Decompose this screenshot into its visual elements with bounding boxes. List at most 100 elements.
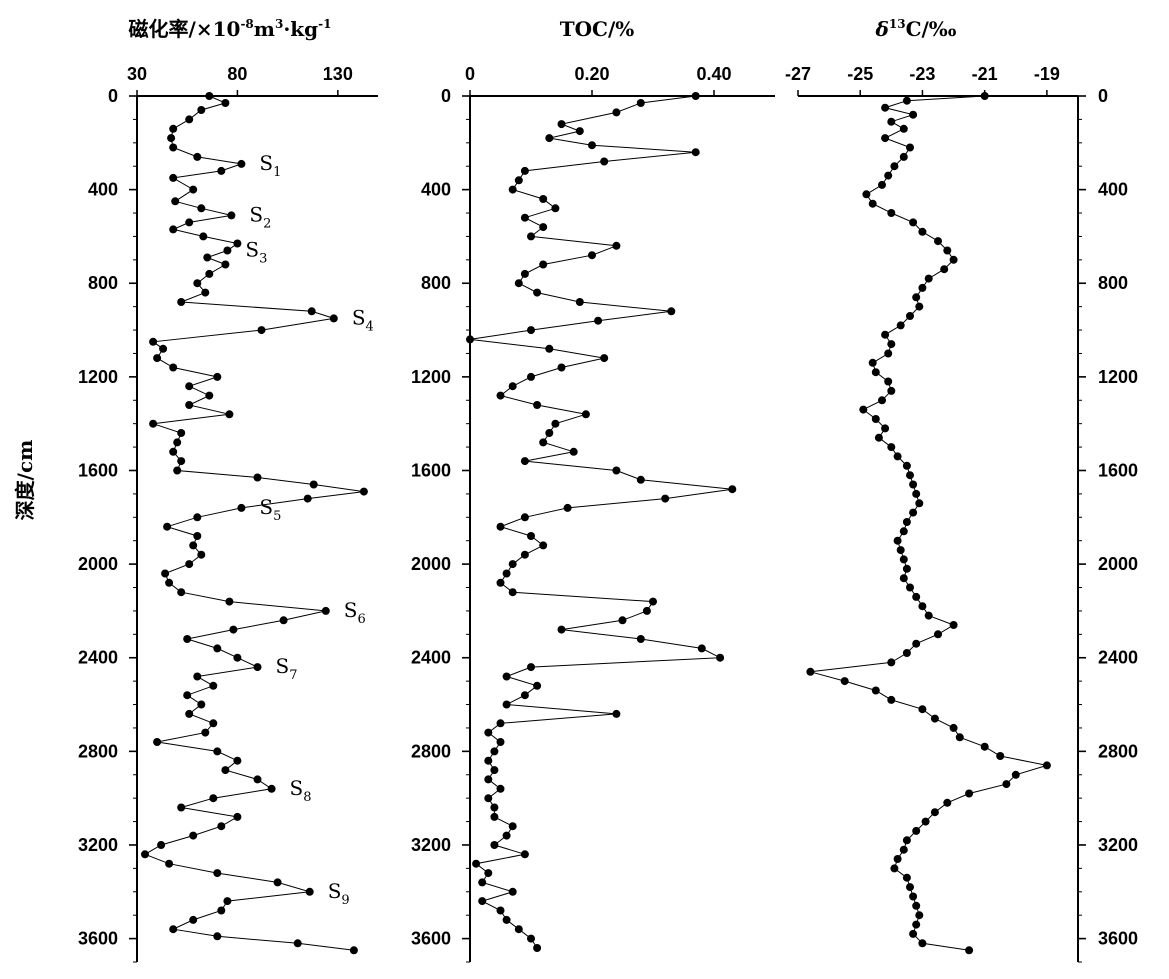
data-point — [508, 588, 517, 597]
data-point — [217, 906, 226, 915]
data-point — [527, 663, 535, 672]
data-point — [149, 419, 158, 428]
data-point — [233, 239, 242, 248]
y-tick-label: 2000 — [1098, 554, 1138, 574]
data-point — [551, 204, 560, 213]
data-point — [906, 471, 914, 480]
y-tick-label: 3200 — [78, 835, 118, 855]
data-point — [157, 841, 166, 849]
data-point — [899, 574, 908, 583]
data-point — [189, 915, 198, 924]
stage-label: S6 — [344, 598, 366, 627]
data-point — [906, 883, 914, 892]
data-point — [233, 653, 242, 662]
data-point — [918, 939, 927, 948]
y-tick-label: 1600 — [1098, 460, 1138, 480]
y-tick-label: 3600 — [1098, 929, 1138, 949]
data-point — [508, 822, 517, 831]
data-point — [149, 337, 158, 346]
panel2-title: TOC/% — [560, 17, 635, 41]
data-point — [636, 475, 645, 484]
data-point — [193, 513, 202, 522]
y-tick-label: 2400 — [1098, 648, 1138, 668]
y-tick-label: 2000 — [78, 554, 118, 574]
data-point — [887, 443, 896, 452]
data-point — [661, 494, 670, 503]
data-point — [881, 424, 890, 433]
data-point — [896, 321, 905, 330]
data-point — [539, 223, 548, 232]
y-tick-label: 2800 — [1098, 741, 1138, 761]
data-point — [902, 96, 911, 105]
panel1-title: 磁化率/×10-8m3·kg-1 — [129, 17, 332, 41]
data-point — [612, 108, 621, 117]
data-point — [502, 915, 511, 924]
data-point — [980, 742, 989, 751]
data-point — [520, 850, 529, 859]
x-tick-label: -19 — [1034, 64, 1060, 84]
data-point — [189, 541, 198, 550]
x-tick-label: -21 — [972, 64, 998, 84]
data-point — [514, 279, 523, 288]
data-point — [472, 859, 481, 868]
data-point — [169, 124, 178, 133]
data-point — [213, 932, 222, 941]
data-point — [201, 728, 210, 737]
data-point — [502, 569, 511, 578]
data-point — [527, 532, 535, 540]
data-point — [909, 892, 918, 901]
panel-2: 0 0.20 0.40 0 400 800 1200 1600 2000 2400 2800 3200… — [411, 64, 775, 963]
y-tick-label: 400 — [421, 180, 451, 200]
data-point — [642, 606, 651, 615]
x-tick-label: 30 — [127, 64, 147, 84]
data-point — [934, 237, 942, 246]
data-point — [189, 831, 198, 840]
data-point — [912, 489, 921, 498]
data-point — [490, 766, 499, 775]
data-point — [189, 185, 198, 194]
data-point — [890, 162, 899, 171]
data-point — [329, 314, 338, 323]
data-point — [169, 363, 178, 372]
stage-label: S2 — [249, 202, 271, 231]
data-point — [649, 597, 657, 606]
y-tick-label: 400 — [88, 180, 118, 200]
data-point — [496, 719, 505, 728]
data-point — [221, 99, 230, 107]
data-point — [514, 925, 523, 934]
data-point — [896, 546, 905, 555]
data-point — [490, 747, 499, 756]
data-point — [223, 897, 232, 906]
data-point — [887, 117, 896, 126]
data-point — [899, 527, 908, 536]
data-point — [514, 176, 523, 185]
data-point — [691, 148, 700, 157]
data-point — [539, 541, 548, 550]
data-point — [871, 368, 880, 377]
data-point — [233, 812, 242, 821]
data-point — [173, 438, 182, 447]
x-tick-label: 0.40 — [696, 64, 731, 84]
y-tick-label: 800 — [421, 273, 451, 293]
stage-label: S3 — [245, 237, 267, 266]
data-point — [293, 939, 302, 948]
data-point — [484, 794, 493, 803]
data-point — [575, 298, 584, 306]
data-point — [209, 681, 218, 690]
data-point — [887, 209, 896, 217]
data-point — [612, 709, 621, 718]
data-point — [899, 555, 908, 564]
data-point — [909, 480, 918, 489]
data-point — [1011, 770, 1020, 779]
data-point — [185, 115, 194, 124]
data-point — [915, 499, 924, 508]
data-point — [600, 354, 609, 363]
data-point — [193, 532, 202, 540]
data-point — [309, 480, 318, 489]
data-point — [213, 644, 222, 653]
data-point — [197, 550, 206, 559]
data-point — [209, 794, 218, 803]
data-point — [221, 766, 230, 775]
data-point — [203, 253, 212, 262]
data-point — [213, 869, 222, 878]
